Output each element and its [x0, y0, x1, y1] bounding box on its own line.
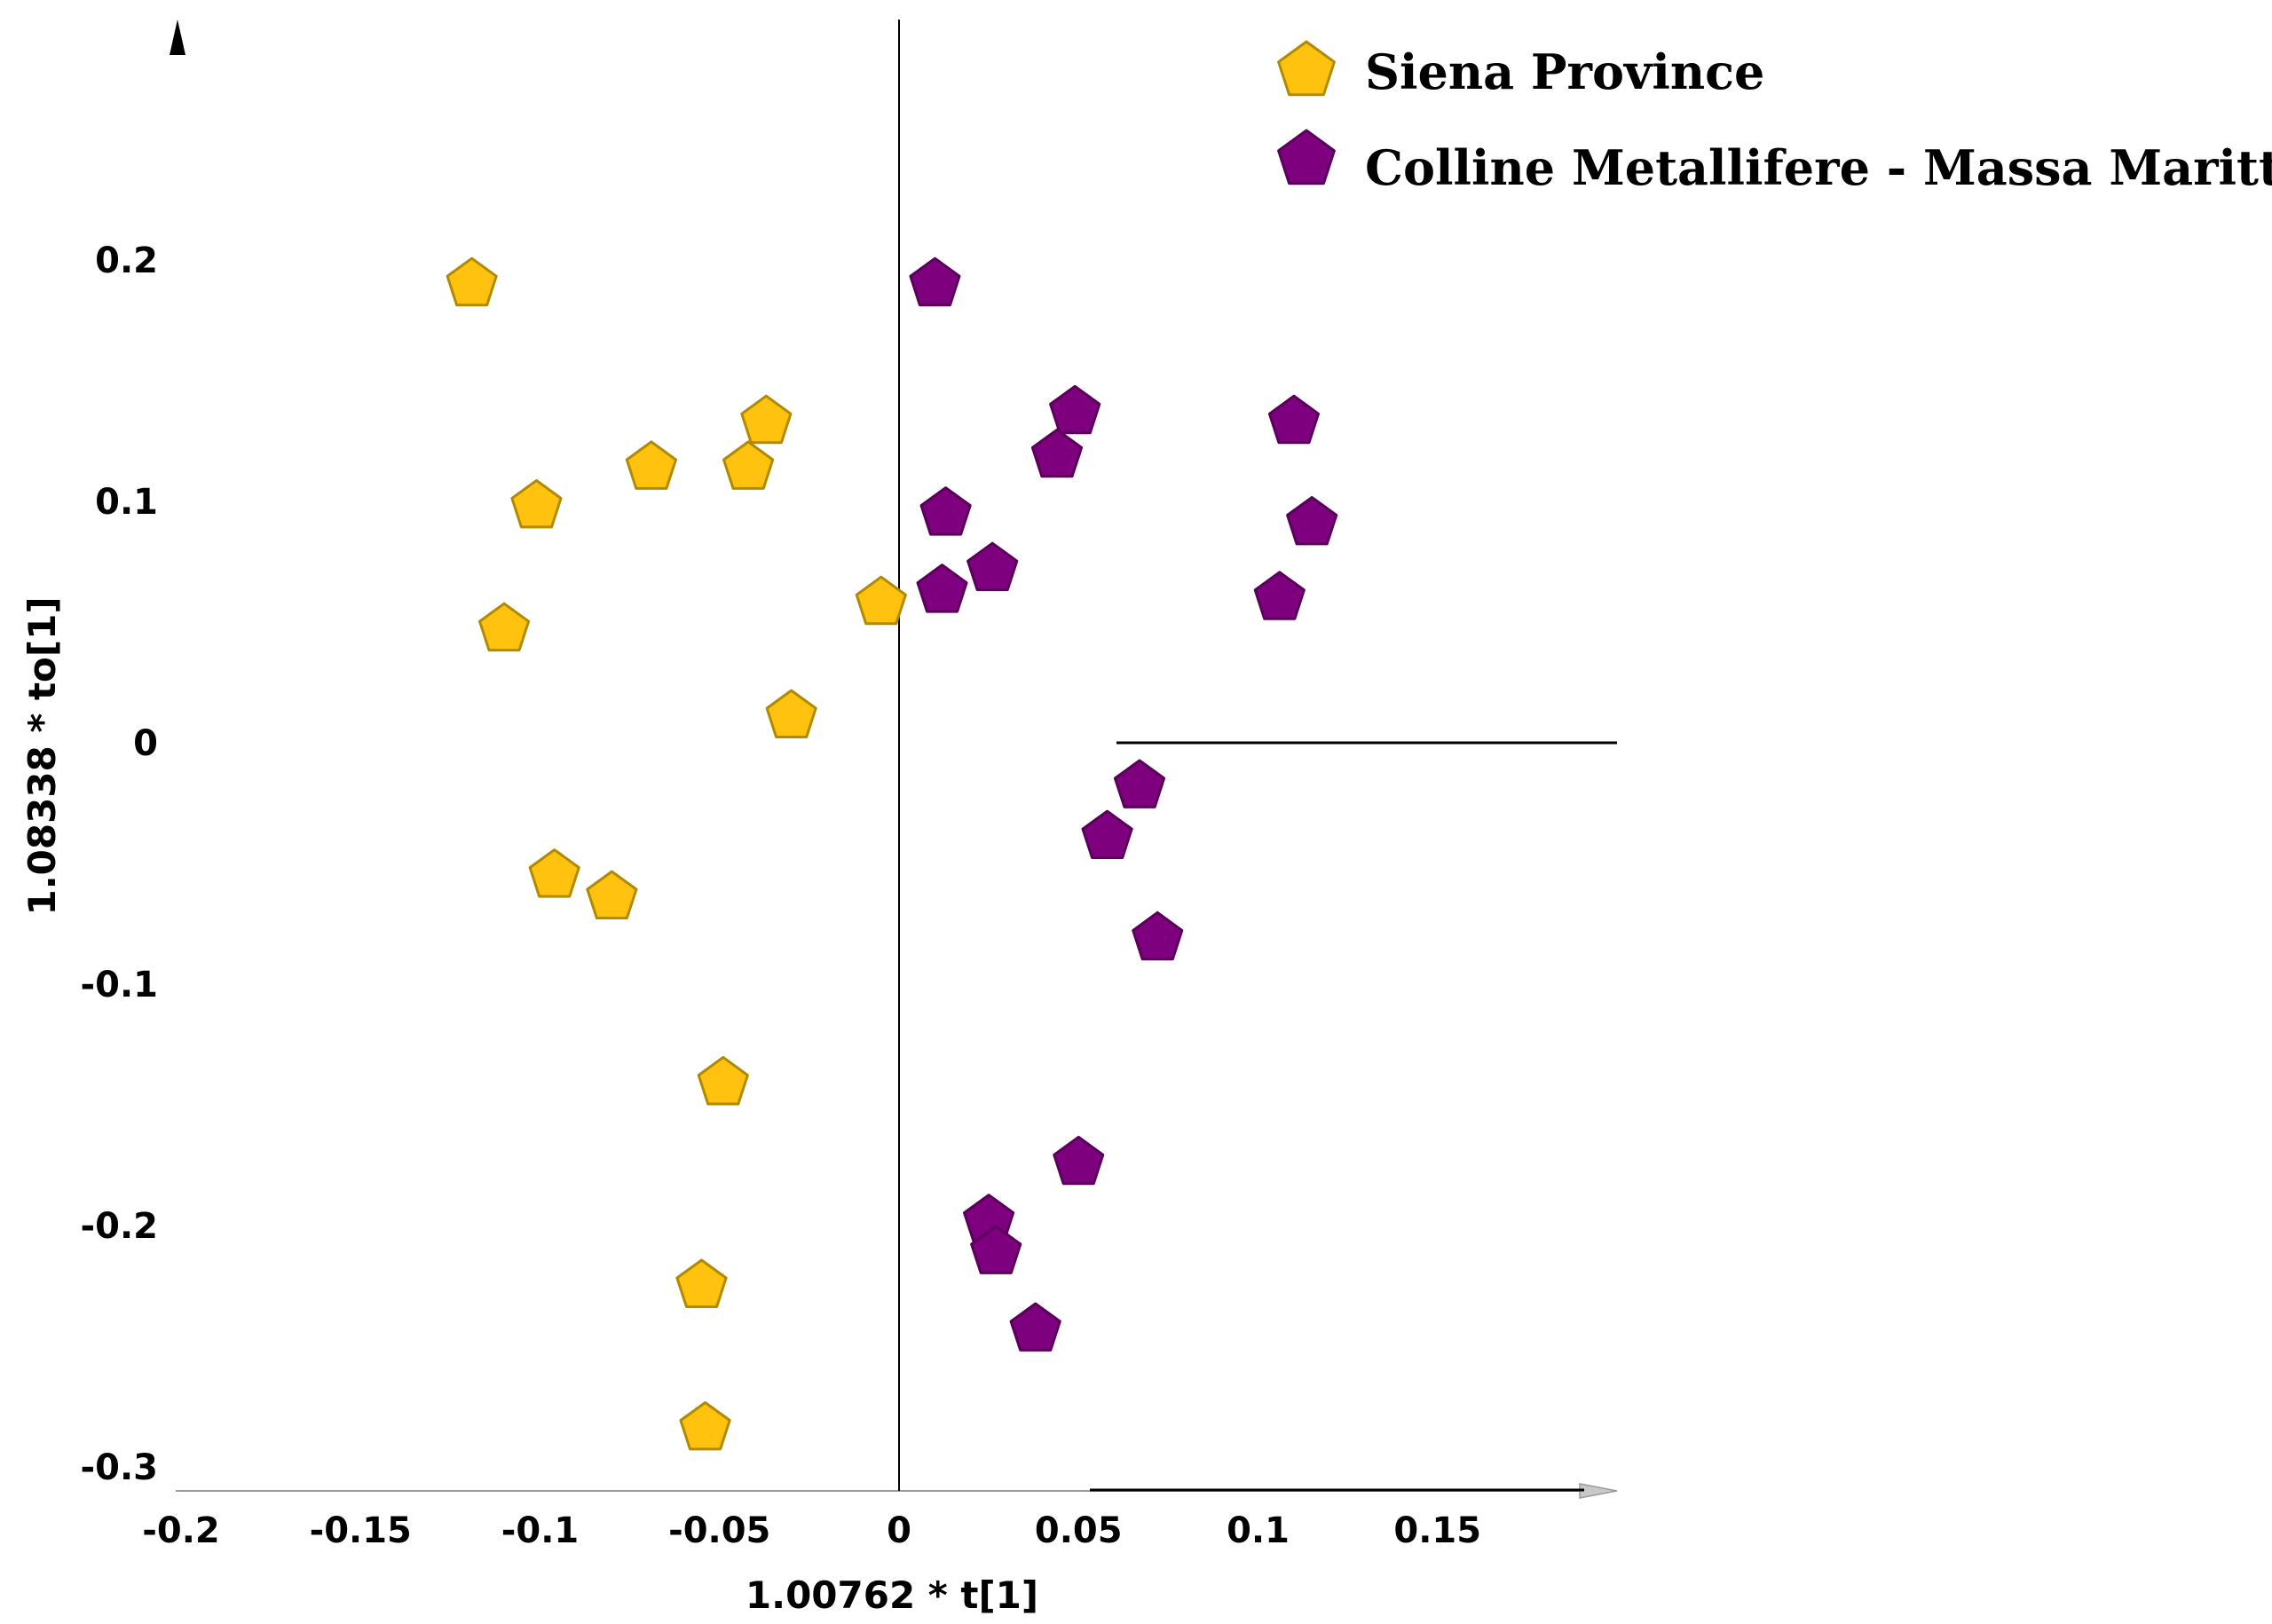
point-colline-metallifere — [1267, 394, 1320, 445]
y-tick-label: -0.1 — [81, 965, 158, 1005]
point-colline-metallifere — [909, 256, 961, 307]
point-colline-metallifere — [1049, 384, 1101, 435]
point-siena-province — [478, 602, 531, 652]
x-axis-title: 1.00762 * t[1] — [746, 1573, 1038, 1617]
point-siena-province — [722, 440, 775, 490]
point-colline-metallifere — [970, 1225, 1022, 1274]
point-siena-province — [510, 478, 563, 529]
y-tick-label: -0.3 — [81, 1447, 158, 1488]
y-tick-label: 0.2 — [95, 240, 158, 281]
data-points — [446, 256, 1338, 1451]
point-siena-province — [586, 870, 638, 919]
point-colline-metallifere — [1253, 571, 1306, 620]
x-tick-label: 0.05 — [1035, 1510, 1123, 1551]
x-tick-label: -0.05 — [668, 1510, 770, 1551]
legend-marker-colline-icon — [1277, 129, 1336, 185]
axes — [170, 20, 1618, 1499]
x-tick-label: 0 — [887, 1510, 911, 1551]
point-colline-metallifere — [966, 541, 1019, 592]
y-tick-label: 0 — [133, 723, 158, 764]
y-axis-arrow-icon — [170, 20, 185, 55]
legend-item-siena: Siena Province — [1277, 40, 1764, 100]
point-siena-province — [528, 848, 580, 898]
point-colline-metallifere — [1113, 759, 1166, 808]
point-colline-metallifere — [1081, 809, 1133, 859]
point-siena-province — [446, 256, 498, 307]
point-siena-province — [697, 1056, 749, 1106]
point-colline-metallifere — [1030, 428, 1084, 478]
legend-label-siena: Siena Province — [1365, 43, 1764, 100]
x-axis-arrow-icon — [1579, 1483, 1618, 1499]
point-siena-province — [855, 575, 907, 626]
point-siena-province — [679, 1401, 731, 1451]
point-siena-province — [765, 689, 817, 738]
point-siena-province — [675, 1258, 728, 1308]
x-tick-label: -0.15 — [310, 1510, 412, 1551]
point-colline-metallifere — [1286, 496, 1338, 546]
legend-item-colline: Colline Metallifere - Massa Marittima — [1277, 129, 2272, 196]
x-tick-label: -0.2 — [142, 1510, 219, 1551]
point-siena-province — [625, 440, 677, 490]
x-tick-label: 0.1 — [1227, 1510, 1290, 1551]
y-tick-label: -0.2 — [81, 1206, 158, 1247]
y-tick-labels: 0.2 0.1 0 -0.1 -0.2 -0.3 — [81, 240, 158, 1488]
point-colline-metallifere — [1009, 1302, 1061, 1352]
legend: Siena Province Colline Metallifere - Mas… — [1277, 40, 2272, 196]
point-colline-metallifere — [1132, 911, 1184, 961]
point-colline-metallifere — [916, 564, 968, 613]
legend-marker-siena-icon — [1277, 40, 1336, 97]
x-tick-labels: -0.2 -0.15 -0.1 -0.05 0 0.05 0.1 0.15 — [142, 1510, 1481, 1551]
point-colline-metallifere — [919, 486, 972, 536]
x-tick-label: 0.15 — [1393, 1510, 1481, 1551]
y-axis-title: 1.08338 * to[1] — [20, 596, 64, 915]
point-siena-province — [740, 394, 793, 445]
x-tick-label: -0.1 — [501, 1510, 579, 1551]
legend-label-colline: Colline Metallifere - Massa Marittima — [1365, 139, 2272, 196]
point-colline-metallifere — [1053, 1135, 1105, 1186]
y-tick-label: 0.1 — [95, 482, 158, 523]
